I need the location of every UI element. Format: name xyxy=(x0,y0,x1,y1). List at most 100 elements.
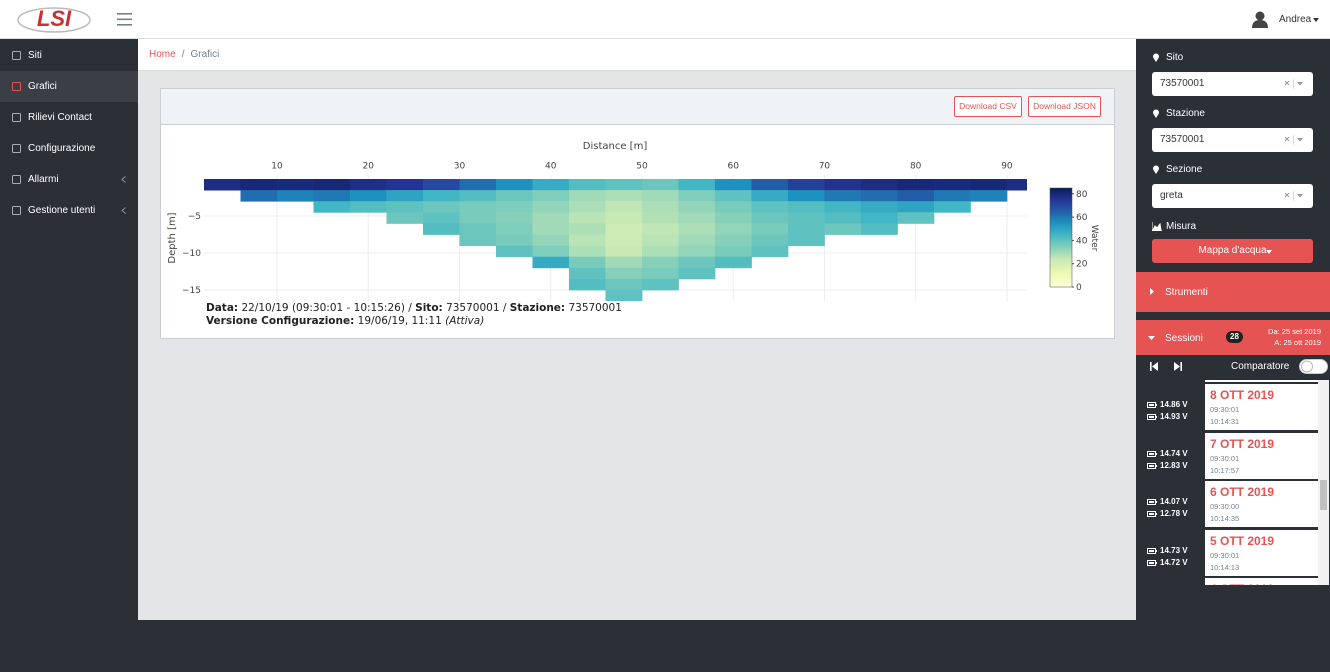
heatmap-cell xyxy=(714,256,752,269)
nav-item[interactable]: Rilievi Contact xyxy=(0,102,138,133)
heatmap-cell xyxy=(495,179,533,191)
heatmap-cell xyxy=(751,212,789,224)
select-controls xyxy=(1284,79,1303,89)
session-card[interactable]: 6 OTT 2019 09:30:00 10:14:35 xyxy=(1205,481,1318,528)
breadcrumb-item[interactable]: Home xyxy=(149,49,176,60)
breadcrumb: Home / Grafici xyxy=(138,39,1136,71)
heatmap-cell xyxy=(349,179,387,191)
x-tick-label: 30 xyxy=(454,161,466,171)
heatmap-cell xyxy=(605,278,643,291)
select-controls xyxy=(1284,135,1303,145)
nav-chevron xyxy=(121,207,126,214)
caption-segment: Data: xyxy=(206,302,238,314)
heatmap-cell xyxy=(678,190,716,202)
heatmap-cell xyxy=(422,223,460,235)
nav-label: Allarmi xyxy=(28,174,59,185)
heatmap-cell xyxy=(605,256,643,269)
nav-item[interactable]: Siti xyxy=(0,40,138,71)
heatmap-cell xyxy=(568,234,606,246)
heatmap-cell xyxy=(641,190,679,202)
battery-icon xyxy=(1147,511,1157,518)
chart: Distance [m] Depth [m] Water 10 20 30 40 50 6… xyxy=(167,141,1099,327)
heatmap-cell xyxy=(568,190,606,202)
caption-segment: Sito: xyxy=(415,302,443,314)
x-tick-label: 90 xyxy=(1001,161,1013,171)
heatmap-cell xyxy=(605,212,643,224)
breadcrumb-item: Grafici xyxy=(190,49,220,60)
nav-item[interactable]: Grafici xyxy=(0,71,138,102)
comparatore-label: Comparatore xyxy=(1231,361,1290,372)
heatmap-cell xyxy=(204,179,241,191)
heatmap-cell xyxy=(860,223,898,235)
session-end: 10:17:57 xyxy=(1210,465,1240,475)
heatmap-cell xyxy=(240,190,278,202)
heatmap-cell xyxy=(678,223,716,235)
x-axis-title: Distance [m] xyxy=(583,141,648,152)
heatmap-cell xyxy=(714,245,752,258)
session-end: 10:14:35 xyxy=(1210,514,1240,524)
download-button[interactable]: Download JSON xyxy=(1028,96,1101,117)
heatmap-cell xyxy=(751,190,789,202)
user-name[interactable]: Andrea xyxy=(1279,14,1312,25)
heatmap-cell xyxy=(641,212,679,224)
sessioni-label[interactable]: Sessioni xyxy=(1165,333,1203,344)
session-card-partial[interactable] xyxy=(1205,380,1318,382)
menu-toggle[interactable] xyxy=(117,13,132,26)
heatmap-cell xyxy=(678,179,716,191)
sidebar: Siti Grafici Rilievi Contact Configurazione… xyxy=(0,39,138,618)
misura-icon xyxy=(1152,222,1162,231)
next-button xyxy=(1174,362,1182,371)
heatmap-cell xyxy=(678,234,716,246)
heatmap-cell xyxy=(495,245,533,258)
heatmap-cell xyxy=(787,201,825,213)
heatmap-cell xyxy=(459,223,497,235)
nav-item[interactable]: Allarmi xyxy=(0,164,138,195)
heatmap-cell xyxy=(349,190,387,202)
session-voltage: 14.72 V xyxy=(1160,557,1188,567)
nav-item[interactable]: Configurazione xyxy=(0,133,138,164)
heatmap-cell xyxy=(605,245,643,258)
user-icon[interactable] xyxy=(1252,11,1268,28)
session-card[interactable]: 8 OTT 2019 09:30:01 10:14:31 xyxy=(1205,384,1318,430)
heatmap-cell xyxy=(605,267,643,280)
battery-icon xyxy=(1147,547,1157,554)
heatmap-cell xyxy=(459,234,497,246)
scrollbar-thumb[interactable] xyxy=(1320,480,1327,510)
heatmap-cell xyxy=(386,179,424,191)
session-date: 4 OTT 2019 xyxy=(1210,582,1274,585)
heatmap-cell xyxy=(568,267,606,280)
misura-label: Misura xyxy=(1166,221,1197,232)
right-panel: Sito 73570001 Stazione 73570001 Sezione greta… xyxy=(1136,39,1330,618)
field-icon xyxy=(1153,109,1159,118)
heatmap-cell xyxy=(970,190,1008,202)
colorbar-tick-label: 20 xyxy=(1076,260,1088,270)
caption-segment: Stazione: xyxy=(510,302,565,314)
y-tick-label: −15 xyxy=(182,286,201,296)
strumenti-label[interactable]: Strumenti xyxy=(1165,287,1208,298)
colorbar-title: Water xyxy=(1089,225,1099,252)
x-tick-label: 70 xyxy=(819,161,831,171)
heatmap-cell xyxy=(422,190,460,202)
caption-segment: (Attiva) xyxy=(445,315,484,327)
heatmap-cell xyxy=(568,223,606,235)
session-card[interactable]: 5 OTT 2019 09:30:01 10:14:13 xyxy=(1205,529,1318,576)
logo[interactable]: LSI xyxy=(16,4,92,36)
colorbar-tick-label: 80 xyxy=(1076,190,1088,200)
session-card[interactable]: 7 OTT 2019 09:30:01 10:17:57 xyxy=(1205,432,1318,479)
x-tick-label: 50 xyxy=(636,161,648,171)
heatmap-cell xyxy=(641,278,679,291)
misura-button[interactable]: Mappa d'acqua xyxy=(1152,239,1313,263)
y-tick-label: −5 xyxy=(188,212,201,222)
heatmap-cell xyxy=(459,212,497,224)
strumenti-bar[interactable] xyxy=(1136,272,1330,312)
download-button[interactable]: Download CSV xyxy=(954,96,1022,117)
heatmap-cell xyxy=(751,179,789,191)
heatmap-cell xyxy=(568,201,606,213)
nav-item[interactable]: Gestione utenti xyxy=(0,195,138,226)
sessioni-from: Da: 25 set 2019 xyxy=(1268,327,1321,336)
colorbar xyxy=(1049,187,1073,288)
heatmap-cell xyxy=(787,234,825,246)
heatmap-cell xyxy=(313,179,351,191)
session-card[interactable]: 4 OTT 2019 xyxy=(1205,578,1318,585)
